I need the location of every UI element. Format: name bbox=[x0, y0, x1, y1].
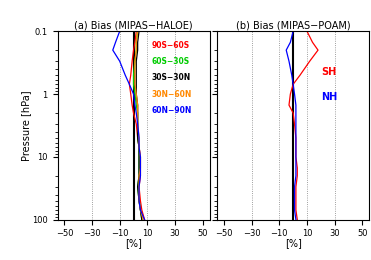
Y-axis label: Pressure [hPa]: Pressure [hPa] bbox=[21, 90, 31, 161]
X-axis label: [%]: [%] bbox=[285, 238, 302, 248]
Text: NH: NH bbox=[321, 92, 337, 102]
Text: SH: SH bbox=[321, 67, 336, 77]
Title: (a) Bias (MIPAS−HALOE): (a) Bias (MIPAS−HALOE) bbox=[74, 21, 193, 30]
Text: 60N−90N: 60N−90N bbox=[151, 106, 192, 115]
Text: 30N−60N: 30N−60N bbox=[151, 89, 192, 99]
Text: 30S−30N: 30S−30N bbox=[151, 73, 191, 82]
Text: 60S−30S: 60S−30S bbox=[151, 57, 190, 66]
Text: 90S−60S: 90S−60S bbox=[151, 41, 190, 50]
X-axis label: [%]: [%] bbox=[125, 238, 142, 248]
Title: (b) Bias (MIPAS−POAM): (b) Bias (MIPAS−POAM) bbox=[236, 21, 351, 30]
